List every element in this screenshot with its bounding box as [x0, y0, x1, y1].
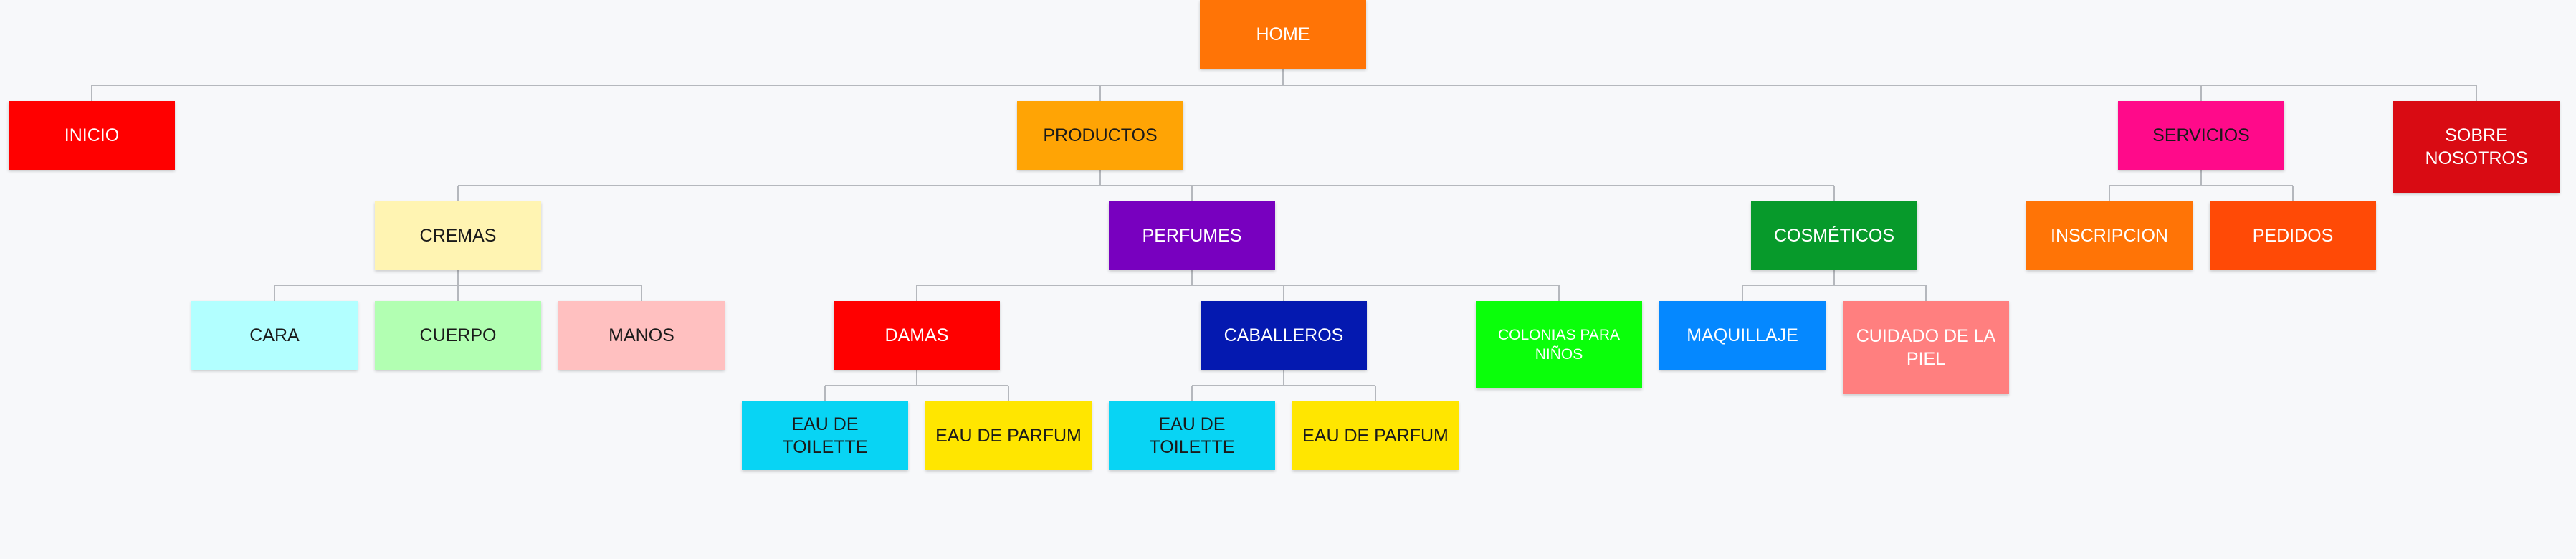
connector-perfumes: [916, 270, 1560, 301]
node-cara[interactable]: CARA: [191, 301, 358, 370]
node-damas-eau-de-toilette[interactable]: EAU DE TOILETTE: [742, 401, 908, 470]
node-caballeros-eau-de-toilette-label: EAU DE TOILETTE: [1149, 414, 1235, 458]
connector-caballeros: [1191, 370, 1376, 401]
node-servicios-label: SERVICIOS: [2152, 125, 2250, 145]
node-maquillaje[interactable]: MAQUILLAJE: [1659, 301, 1826, 370]
connector-cosmeticos: [1742, 270, 1927, 301]
node-sobre-nosotros-label: SOBRE NOSOTROS: [2425, 125, 2528, 169]
connector-productos: [457, 170, 1835, 201]
node-cosmeticos-label: COSMÉTICOS: [1773, 225, 1895, 246]
node-perfumes[interactable]: PERFUMES: [1109, 201, 1275, 270]
node-cuidado-de-la-piel-label: CUIDADO DE LA PIEL: [1856, 325, 1996, 370]
node-caballeros-eau-de-parfum-label: EAU DE PARFUM: [1302, 425, 1449, 446]
node-manos[interactable]: MANOS: [558, 301, 725, 370]
node-caballeros-eau-de-parfum[interactable]: EAU DE PARFUM: [1292, 401, 1459, 470]
node-perfumes-label: PERFUMES: [1142, 225, 1242, 246]
node-damas-eau-de-parfum[interactable]: EAU DE PARFUM: [925, 401, 1092, 470]
node-damas[interactable]: DAMAS: [834, 301, 1000, 370]
node-inicio[interactable]: INICIO: [9, 101, 175, 170]
node-home[interactable]: HOME: [1200, 0, 1366, 69]
node-cuidado-de-la-piel[interactable]: CUIDADO DE LA PIEL: [1843, 301, 2009, 394]
node-pedidos-label: PEDIDOS: [2252, 225, 2334, 246]
node-productos-label: PRODUCTOS: [1043, 125, 1158, 145]
node-manos-label: MANOS: [609, 325, 674, 345]
node-damas-eau-de-toilette-label: EAU DE TOILETTE: [782, 414, 868, 458]
node-servicios[interactable]: SERVICIOS: [2118, 101, 2284, 170]
node-inicio-label: INICIO: [64, 125, 120, 145]
node-colonias-para-ninos-label: COLONIAS PARA NIÑOS: [1498, 326, 1620, 363]
node-caballeros-eau-de-toilette[interactable]: EAU DE TOILETTE: [1109, 401, 1275, 470]
node-caballeros-label: CABALLEROS: [1223, 325, 1344, 345]
node-cosmeticos[interactable]: COSMÉTICOS: [1751, 201, 1917, 270]
node-sobre-nosotros[interactable]: SOBRE NOSOTROS: [2393, 101, 2560, 193]
node-damas-eau-de-parfum-label: EAU DE PARFUM: [935, 425, 1082, 446]
node-cremas-label: CREMAS: [419, 225, 497, 246]
connector-cremas: [274, 270, 642, 301]
node-damas-label: DAMAS: [884, 325, 949, 345]
connector-damas: [824, 370, 1009, 401]
node-caballeros[interactable]: CABALLEROS: [1201, 301, 1367, 370]
node-maquillaje-label: MAQUILLAJE: [1687, 325, 1798, 345]
connector-home: [91, 69, 2477, 101]
node-cuerpo-label: CUERPO: [419, 325, 497, 345]
node-cuerpo[interactable]: CUERPO: [375, 301, 541, 370]
node-inscripcion[interactable]: INSCRIPCION: [2026, 201, 2193, 270]
node-cremas[interactable]: CREMAS: [375, 201, 541, 270]
node-cara-label: CARA: [249, 325, 300, 345]
node-pedidos[interactable]: PEDIDOS: [2210, 201, 2376, 270]
node-home-label: HOME: [1256, 24, 1310, 44]
node-productos[interactable]: PRODUCTOS: [1017, 101, 1183, 170]
node-colonias-para-ninos[interactable]: COLONIAS PARA NIÑOS: [1476, 301, 1642, 388]
connector-servicios: [2109, 170, 2294, 201]
node-inscripcion-label: INSCRIPCION: [2051, 225, 2168, 246]
